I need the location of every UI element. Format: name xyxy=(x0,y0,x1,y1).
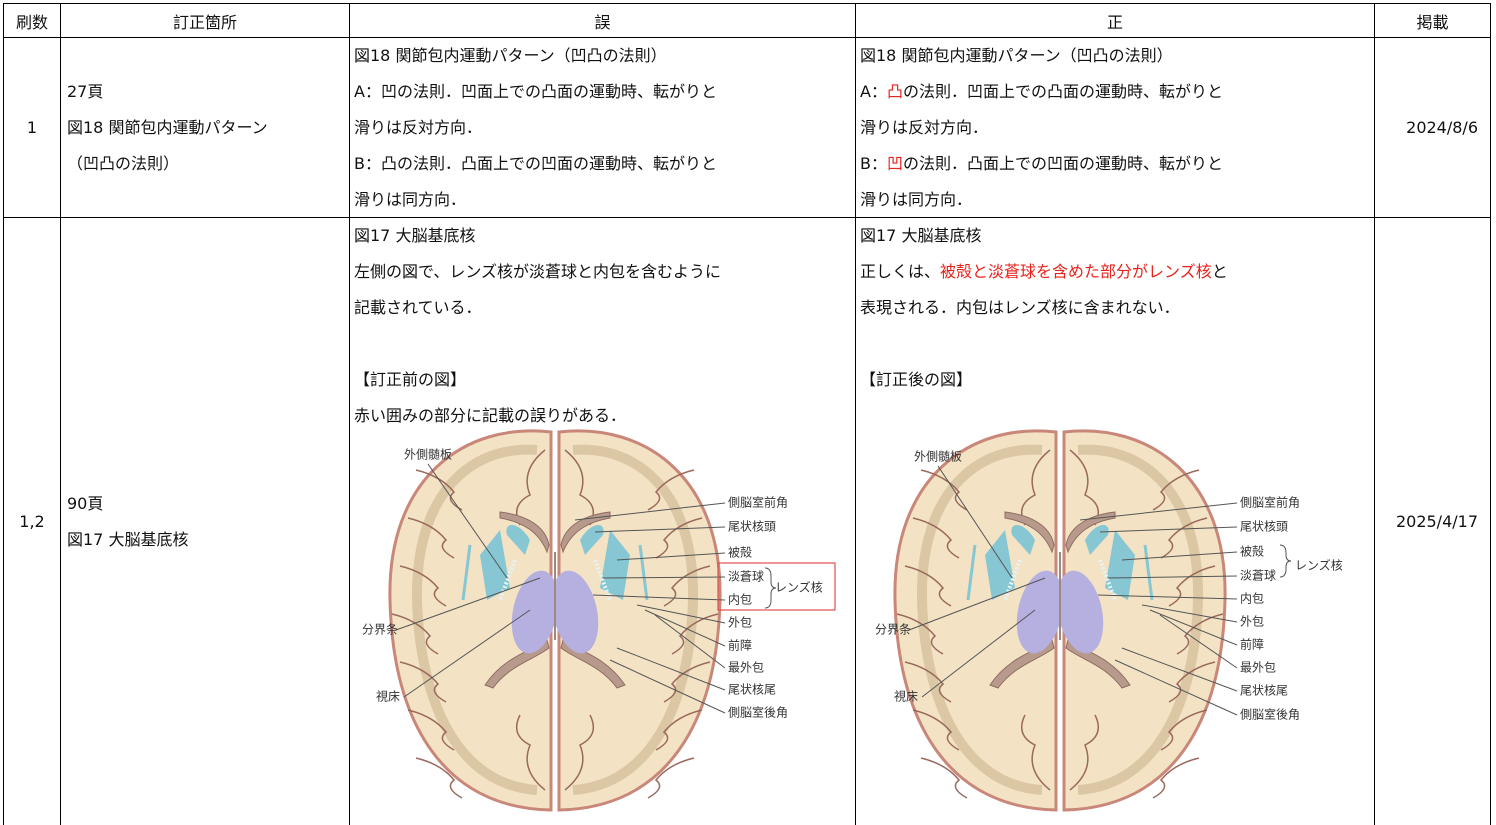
text-line: 図18 関節包内運動パターン（凹凸の法則） xyxy=(860,46,1173,65)
header-cell: 掲載 xyxy=(1374,3,1491,37)
location-cell: 27頁図18 関節包内運動パターン （凹凸の法則） xyxy=(60,37,349,217)
highlighted-text: 被殻と淡蒼球を含めた部分がレンズ核 xyxy=(940,262,1212,281)
text-line: 【訂正前の図】 xyxy=(354,370,467,389)
header-cell: 誤 xyxy=(349,3,855,37)
text-segment: の法則．凸面上での凹面の運動時、転がりと xyxy=(903,154,1224,173)
wrong-cell: 図17 大脳基底核左側の図で、レンズ核が淡蒼球と内包を含むように 記載されている．… xyxy=(349,217,855,825)
text-line: 90頁 xyxy=(67,493,104,513)
correct-cell: 図17 大脳基底核 正しくは、被殻と淡蒼球を含めた部分がレンズ核と 表現される．内包… xyxy=(855,217,1374,825)
date-cell: 2024/8/6 xyxy=(1374,37,1491,217)
text-line: A：凸の法則．凹面上での凸面の運動時、転がりと xyxy=(860,74,1374,110)
text-line: 滑りは同方向． xyxy=(354,190,467,209)
text-line: A：凹の法則．凹面上での凸面の運動時、転がりと xyxy=(354,82,717,101)
text-line: B：凸の法則．凸面上での凹面の運動時、転がりと xyxy=(354,154,717,173)
text-line: 【訂正後の図】 xyxy=(860,370,973,389)
location-cell: 90頁図17 大脳基底核 xyxy=(60,217,349,825)
text-line: 記載されている． xyxy=(354,298,482,317)
text-line: 図17 大脳基底核 xyxy=(67,529,189,549)
text-segment: の法則．凹面上での凸面の運動時、転がりと xyxy=(902,82,1223,101)
correct-cell: 図18 関節包内運動パターン（凹凸の法則） A：凸の法則．凹面上での凸面の運動時、… xyxy=(855,37,1374,217)
printing-cell: 1 xyxy=(3,37,60,217)
header-cell: 訂正箇所 xyxy=(60,3,349,37)
text-line: 表現される．内包はレンズ核に含まれない． xyxy=(860,298,1180,317)
text-line: B：凹の法則．凸面上での凹面の運動時、転がりと xyxy=(860,146,1374,182)
header-cell: 正 xyxy=(855,3,1374,37)
text-segment: B： xyxy=(860,154,887,173)
header-cell: 刷数 xyxy=(3,3,60,37)
highlighted-text: 凹 xyxy=(886,154,903,173)
text-line: 正しくは、被殻と淡蒼球を含めた部分がレンズ核と xyxy=(860,254,1374,290)
text-line: 左側の図で、レンズ核が淡蒼球と内包を含むように xyxy=(354,262,722,281)
printing-cell: 1,2 xyxy=(3,217,60,825)
text-line: 図17 大脳基底核 xyxy=(860,226,982,245)
text-line: 図18 関節包内運動パターン（凹凸の法則） xyxy=(354,46,667,65)
text-line: 滑りは反対方向． xyxy=(354,118,483,137)
text-line: 滑りは反対方向． xyxy=(860,118,989,137)
text-segment: と xyxy=(1211,262,1228,281)
text-line: 赤い囲みの部分に記載の誤りがある． xyxy=(354,406,627,425)
highlighted-text: 凸 xyxy=(886,82,903,101)
text-line: 図18 関節包内運動パターン xyxy=(67,117,268,137)
text-segment: 正しくは、 xyxy=(860,262,941,281)
text-line: 図17 大脳基底核 xyxy=(354,226,476,245)
text-segment: A： xyxy=(860,82,887,101)
text-line: 滑りは同方向． xyxy=(860,190,973,209)
text-line: 27頁 xyxy=(67,81,104,101)
date-cell: 2025/4/17 xyxy=(1374,217,1491,825)
wrong-cell: 図18 関節包内運動パターン（凹凸の法則） A：凹の法則．凹面上での凸面の運動時、… xyxy=(349,37,855,217)
text-line: （凹凸の法則） xyxy=(67,153,180,173)
